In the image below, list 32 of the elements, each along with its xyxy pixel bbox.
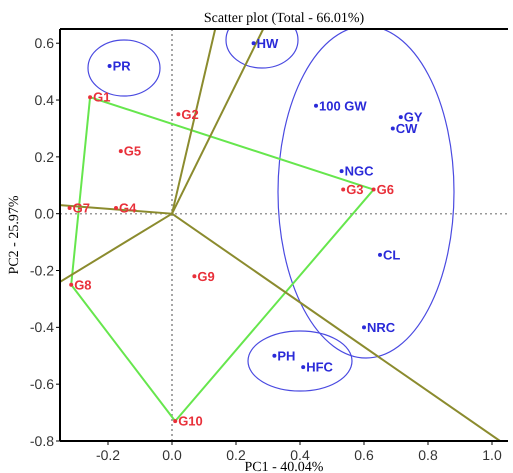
x-tick-label: 1.0	[482, 447, 502, 463]
y-tick-label: 0.2	[34, 148, 54, 165]
series-label: CL	[383, 247, 400, 262]
series-label: G5	[124, 144, 142, 159]
x-tick-label: 0.4	[290, 447, 310, 463]
x-tick-label: 0.2	[226, 447, 246, 463]
y-tick-label: -0.8	[30, 432, 54, 449]
series-label: PR	[112, 58, 132, 74]
series-label: NGC	[344, 164, 374, 179]
series-label: 100 GW	[319, 98, 368, 114]
chart-title: Scatter plot (Total - 66.01%)	[204, 11, 365, 26]
series-label: PH	[277, 348, 296, 364]
y-tick-label: 0.6	[34, 35, 54, 52]
x-axis-title: PC1 - 40.04%	[244, 460, 324, 473]
series-label: NRC	[367, 320, 396, 335]
y-tick-label: 0.4	[34, 92, 54, 108]
series-label: HW	[256, 36, 279, 51]
series-label: G6	[376, 182, 394, 198]
series-label: G8	[74, 277, 92, 292]
x-tick-label: 0.8	[418, 447, 438, 463]
series-label: G3	[346, 182, 364, 198]
series-label: HFC	[306, 360, 334, 375]
series-label: G10	[178, 414, 203, 429]
x-tick-label: 0.6	[354, 447, 374, 463]
x-tick-label: -0.2	[96, 447, 120, 463]
y-tick-label: -0.6	[30, 376, 54, 392]
y-axis-title: PC2 - 25.97%	[7, 195, 22, 274]
y-tick-label: -0.2	[30, 262, 54, 278]
y-tick-label: -0.4	[30, 319, 54, 336]
y-tick-label: 0.0	[34, 206, 54, 222]
series-label: G9	[197, 268, 215, 284]
x-tick-label: 0.0	[162, 447, 182, 463]
